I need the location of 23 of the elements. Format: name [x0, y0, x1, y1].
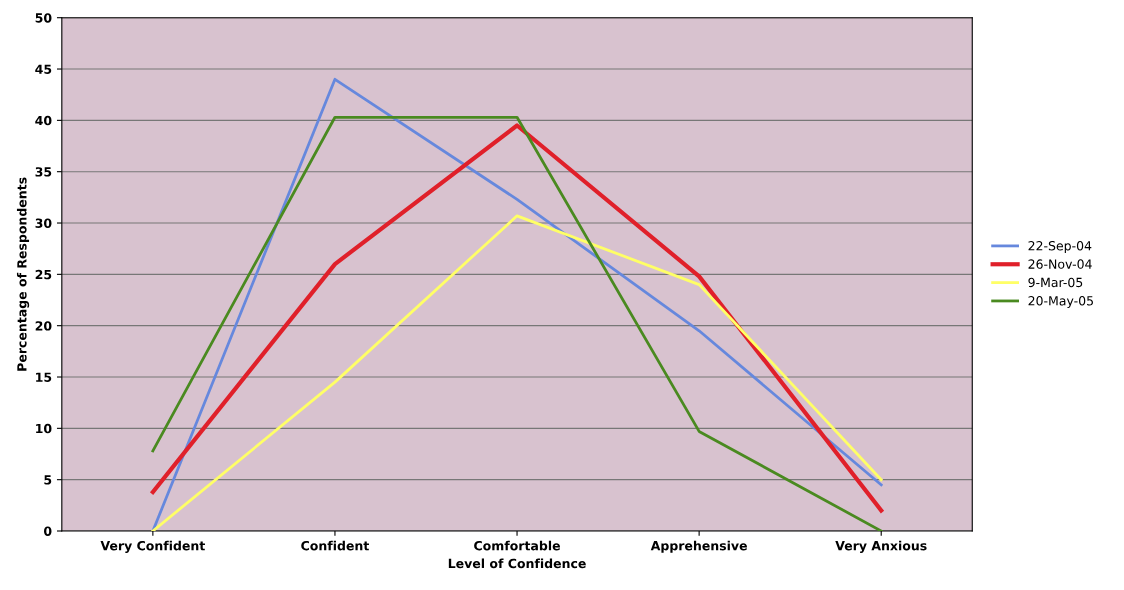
y-tick-label: 50 [35, 13, 52, 23]
legend-label: 22-Sep-04 [1028, 241, 1092, 253]
y-tick-label: 25 [35, 269, 52, 280]
line-series [151, 214, 883, 531]
legend-label: 26-Nov-04 [1028, 259, 1092, 269]
x-tick-label: Apprehensive [650, 540, 747, 553]
y-tick-label: 10 [36, 423, 52, 434]
y-tick-label: 0 [44, 526, 52, 536]
legend-label: 20-May-05 [1028, 296, 1093, 308]
x-axis-title: Level of Confidence [448, 558, 586, 569]
y-tick-label: 30 [35, 218, 52, 228]
y-axis-title: Percentage of Respondents [16, 177, 30, 371]
y-tick-label: 40 [35, 115, 52, 126]
x-tick-label: Confident [301, 540, 370, 551]
x-tick-label: Very Confident [100, 540, 205, 553]
x-tick-label: Very Anxious [835, 540, 927, 553]
y-tick-label: 5 [44, 475, 52, 485]
y-tick-label: 15 [36, 372, 52, 382]
y-tick-label: 20 [35, 321, 52, 331]
y-tick-label: 35 [35, 167, 52, 177]
y-tick-label: 45 [35, 64, 52, 74]
x-tick-label: Comfortable [474, 540, 560, 551]
legend-label: 9-Mar-05 [1028, 277, 1083, 288]
